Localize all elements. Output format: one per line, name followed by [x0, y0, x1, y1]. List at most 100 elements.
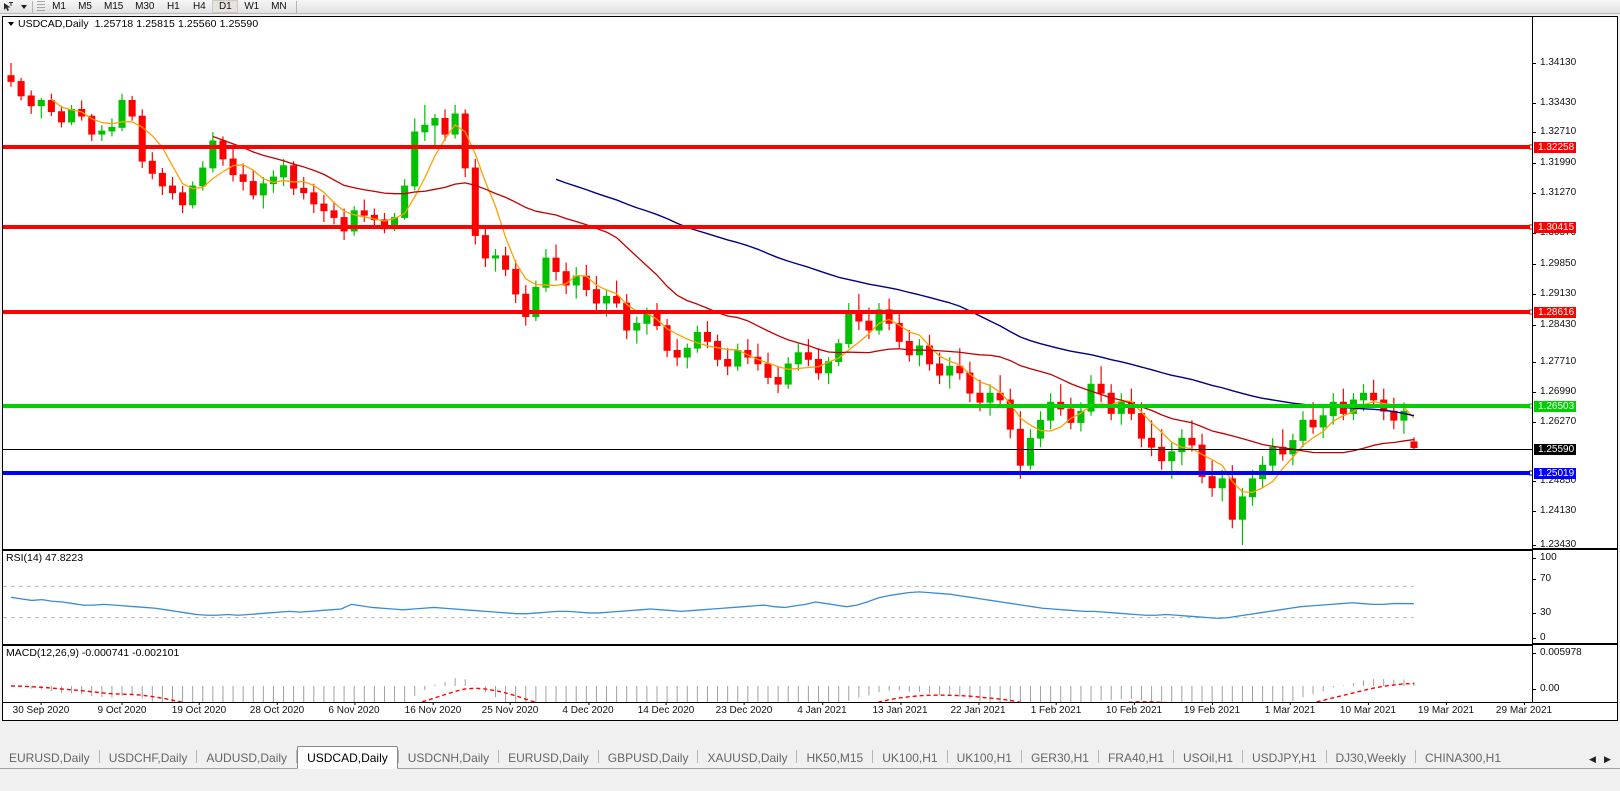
date-axis[interactable]: 30 Sep 2020 9 Oct 2020 19 Oct 2020 28 Oct 2… — [3, 702, 1617, 720]
chart-tab-gbpusd-daily[interactable]: GBPUSD,Daily — [607, 750, 689, 765]
price-tick: 1.30570 — [1533, 228, 1576, 238]
timeframe-h4[interactable]: H4 — [193, 1, 206, 12]
date-tick: 22 Jan 2021 — [950, 702, 1006, 716]
cursor-dropdown-icon[interactable] — [17, 0, 30, 13]
price-level-label-support[interactable]: 1.26503 — [1534, 400, 1577, 412]
chart-tab-hk50-m15[interactable]: HK50,M15 — [806, 750, 864, 765]
chart-tab-usdcnh-daily[interactable]: USDCNH,Daily — [407, 750, 490, 765]
date-tick: 4 Dec 2020 — [562, 702, 614, 716]
chart-ohlc-values: 1.25718 1.25815 1.25560 1.25590 — [94, 17, 259, 30]
date-tick: 10 Feb 2021 — [1105, 702, 1163, 716]
price-tick: 1.32710 — [1533, 127, 1576, 137]
price-level-label-last-price[interactable]: 1.25590 — [1534, 443, 1577, 455]
date-tick: 6 Nov 2020 — [328, 702, 380, 716]
rsi-indicator-pane[interactable]: RSI(14) 47.8223 — [3, 549, 1534, 642]
top-toolbar: M1 M5 M15 M30 H1 H4 D1 W1 MN — [0, 0, 1620, 14]
price-tick: 1.28430 — [1533, 320, 1576, 330]
date-tick: 19 Mar 2021 — [1417, 702, 1475, 716]
price-scale[interactable]: 1.34130 1.33430 1.32710 1.31990 1.31270 1.305… — [1532, 17, 1617, 720]
chart-tab-xauusd-daily[interactable]: XAUUSD,Daily — [707, 750, 788, 765]
rsi-label: RSI(14) 47.8223 — [6, 552, 84, 564]
price-level-label-resistance[interactable]: 1.30415 — [1534, 221, 1577, 233]
date-tick: 16 Nov 2020 — [404, 702, 462, 716]
chart-tab-usdjpy-h1[interactable]: USDJPY,H1 — [1252, 750, 1317, 765]
chart-tab-usdcad-daily[interactable]: USDCAD,Daily — [297, 746, 398, 769]
rsi-tick: 0 — [1533, 633, 1546, 643]
timeframe-w1[interactable]: W1 — [244, 1, 260, 12]
chevron-right-icon[interactable]: ▶ — [1604, 754, 1611, 764]
price-tick: 1.24130 — [1533, 506, 1576, 516]
macd-scale-divider — [1533, 643, 1617, 645]
price-level-label-resistance[interactable]: 1.28616 — [1534, 306, 1577, 318]
chart-tab-usoil-h1[interactable]: USOil,H1 — [1183, 750, 1234, 765]
main-price-pane[interactable] — [3, 17, 1534, 547]
chart-tab-usdchf-daily[interactable]: USDCHF,Daily — [108, 750, 188, 765]
price-level-last-price[interactable] — [3, 448, 1534, 450]
chart-tab-fra40-h1[interactable]: FRA40,H1 — [1107, 750, 1164, 765]
chart-tab-eurusd-daily[interactable]: EURUSD,Daily — [9, 750, 90, 765]
timeframe-m15[interactable]: M15 — [104, 1, 124, 12]
chart-window[interactable]: USDCAD,Daily 1.25718 1.25815 1.25560 1.2… — [2, 16, 1618, 721]
date-tick: 14 Dec 2020 — [637, 702, 695, 716]
chart-tab-dj30-weekly[interactable]: DJ30,Weekly — [1335, 750, 1406, 765]
price-level-label-support[interactable]: 1.25019 — [1534, 467, 1577, 479]
timeframe-h1[interactable]: H1 — [167, 1, 180, 12]
chart-tab-eurusd-daily[interactable]: EURUSD,Daily — [508, 750, 589, 765]
toolbar-grip-icon[interactable] — [37, 0, 45, 13]
chart-menu-caret-icon[interactable] — [6, 19, 15, 28]
tab-divider — [296, 750, 298, 763]
timeframe-d1[interactable]: D1 — [212, 0, 239, 13]
rsi-scale-divider — [1533, 548, 1617, 550]
chart-tab-bar: EURUSD,Daily USDCHF,Daily AUDUSD,Daily USDC… — [0, 723, 1620, 791]
rsi-tick: 70 — [1533, 574, 1551, 584]
chart-tabs[interactable]: EURUSD,Daily USDCHF,Daily AUDUSD,Daily USDC… — [0, 745, 1620, 769]
tab-divider — [1414, 750, 1416, 763]
macd-label: MACD(12,26,9) -0.000741 -0.002101 — [6, 647, 180, 659]
toolbar-divider — [32, 0, 33, 13]
rsi-canvas — [3, 585, 1415, 620]
price-level-support[interactable] — [3, 403, 1534, 409]
price-level-resistance[interactable] — [3, 224, 1534, 230]
macd-tick: 0.005978 — [1533, 648, 1582, 658]
chart-tab-china300-h1[interactable]: CHINA300,H1 — [1424, 750, 1502, 765]
price-level-resistance[interactable] — [3, 309, 1534, 315]
tab-divider — [1097, 750, 1099, 763]
tab-divider — [1242, 750, 1244, 763]
price-tick: 1.23430 — [1533, 540, 1576, 550]
price-level-label-resistance[interactable]: 1.32258 — [1534, 141, 1577, 153]
price-tick: 1.33430 — [1533, 98, 1576, 108]
chart-tab-ger30-h1[interactable]: GER30,H1 — [1030, 750, 1089, 765]
date-tick: 30 Sep 2020 — [12, 702, 70, 716]
price-tick: 1.29130 — [1533, 289, 1576, 299]
tab-divider — [1173, 750, 1174, 763]
timeframe-m30[interactable]: M30 — [135, 1, 155, 12]
price-level-resistance[interactable] — [3, 144, 1534, 150]
date-tick: 23 Dec 2020 — [715, 702, 773, 716]
crosshair-cursor-icon[interactable] — [0, 0, 17, 13]
price-tick: 1.31990 — [1533, 158, 1576, 168]
price-tick: 1.26990 — [1533, 387, 1576, 397]
price-tick: 1.26270 — [1533, 417, 1576, 427]
price-level-support[interactable] — [3, 470, 1534, 476]
date-tick: 1 Feb 2021 — [1030, 702, 1082, 716]
tab-divider — [498, 750, 500, 763]
tab-divider — [796, 750, 798, 763]
price-tick: 1.34130 — [1533, 58, 1576, 68]
date-tick: 1 Mar 2021 — [1264, 702, 1316, 716]
timeframe-group: M1 M5 M15 M30 H1 H4 D1 W1 MN — [46, 0, 292, 13]
tab-divider — [98, 750, 100, 763]
price-tick: 1.31270 — [1533, 188, 1576, 198]
date-tick: 28 Oct 2020 — [249, 702, 305, 716]
chart-tab-uk100-h1[interactable]: UK100,H1 — [956, 750, 1012, 765]
tab-divider — [946, 750, 948, 763]
tab-divider — [872, 750, 874, 763]
timeframe-mn[interactable]: MN — [271, 1, 287, 12]
chart-tab-uk100-h1[interactable]: UK100,H1 — [882, 750, 938, 765]
timeframe-m1[interactable]: M1 — [52, 1, 66, 12]
tab-divider — [697, 750, 699, 763]
timeframe-m5[interactable]: M5 — [78, 1, 92, 12]
chevron-left-icon[interactable]: ◀ — [1589, 754, 1596, 764]
chart-tab-audusd-daily[interactable]: AUDUSD,Daily — [206, 750, 288, 765]
tab-divider — [597, 750, 599, 763]
